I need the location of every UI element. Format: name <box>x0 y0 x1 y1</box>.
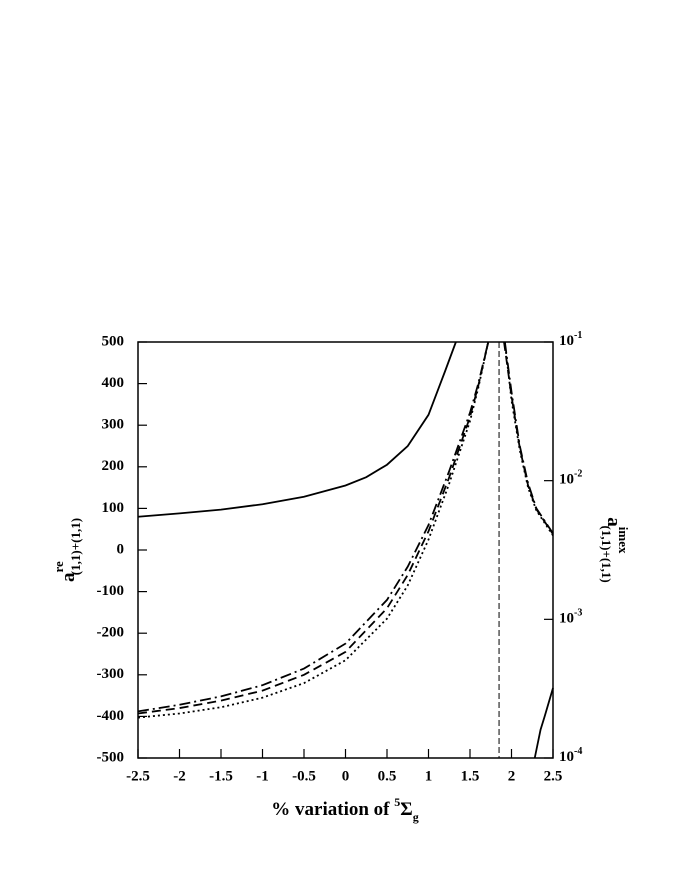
x-tick-label: 2 <box>508 768 516 784</box>
y-tick-label: -300 <box>97 666 125 682</box>
y-tick-label: 500 <box>102 333 125 349</box>
x-tick-label: 2.5 <box>544 768 563 784</box>
y2-tick-label: 10-4 <box>559 746 582 765</box>
y2-tick-base: 10 <box>559 333 574 349</box>
y-tick-label: 100 <box>102 500 125 516</box>
y2-tick-base: 10 <box>559 472 574 488</box>
y-label-sub: (1,1)+(1,1) <box>68 518 83 575</box>
y2-tick-exp: -1 <box>574 330 582 341</box>
y-label-main: a <box>58 572 79 582</box>
x-tick-label: 1 <box>425 768 433 784</box>
y-label-sup: re <box>51 561 66 573</box>
data-line <box>137 341 554 713</box>
data-line <box>137 341 554 719</box>
y-tick-label: -400 <box>97 708 125 724</box>
x-label-symbol: Σ <box>400 799 412 820</box>
y2-tick-exp: -3 <box>574 608 582 619</box>
x-tick-label: 0.5 <box>378 768 397 784</box>
y2-axis-label: aimex(1,1)+(1,1) <box>599 517 631 582</box>
y-axis-label: are (1,1)+(1,1) <box>51 518 83 582</box>
y2-tick-base: 10 <box>559 611 574 627</box>
data-line <box>533 687 554 759</box>
y-tick-label: 200 <box>102 458 125 474</box>
y2-tick-label: 10-1 <box>559 330 582 349</box>
x-tick-label: -1.5 <box>209 768 233 784</box>
x-tick-label: 1.5 <box>461 768 480 784</box>
x-tick-label: 0 <box>342 768 350 784</box>
x-tick-label: -1 <box>256 768 269 784</box>
y2-label-main: a <box>603 517 624 527</box>
y2-tick-exp: -4 <box>574 746 582 757</box>
y2-tick-label: 10-3 <box>559 608 582 627</box>
data-line <box>137 341 554 715</box>
y2-label-sub: (1,1)+(1,1) <box>599 525 614 582</box>
plot-frame <box>137 341 554 759</box>
data-line <box>137 341 457 518</box>
x-tick-label: -2.5 <box>126 768 150 784</box>
y-tick-label: -500 <box>97 749 125 765</box>
x-label-sup: 5 <box>394 795 400 809</box>
y-tick-label: 400 <box>102 375 125 391</box>
y-tick-label: 0 <box>117 541 125 557</box>
y-tick-label: 300 <box>102 417 125 433</box>
y2-tick-base: 10 <box>559 749 574 765</box>
x-tick-label: -0.5 <box>292 768 316 784</box>
y-tick-label: -100 <box>97 583 125 599</box>
x-axis-label: % variation of 5Σg <box>271 795 418 824</box>
y2-tick-exp: -2 <box>574 469 582 480</box>
y-tick-label: -200 <box>97 625 125 641</box>
x-label-sub: g <box>413 810 419 824</box>
x-label-main: % variation of <box>271 799 394 820</box>
y2-label-sup: imex <box>616 527 631 554</box>
y2-tick-label: 10-2 <box>559 469 582 488</box>
x-tick-label: -2 <box>173 768 186 784</box>
